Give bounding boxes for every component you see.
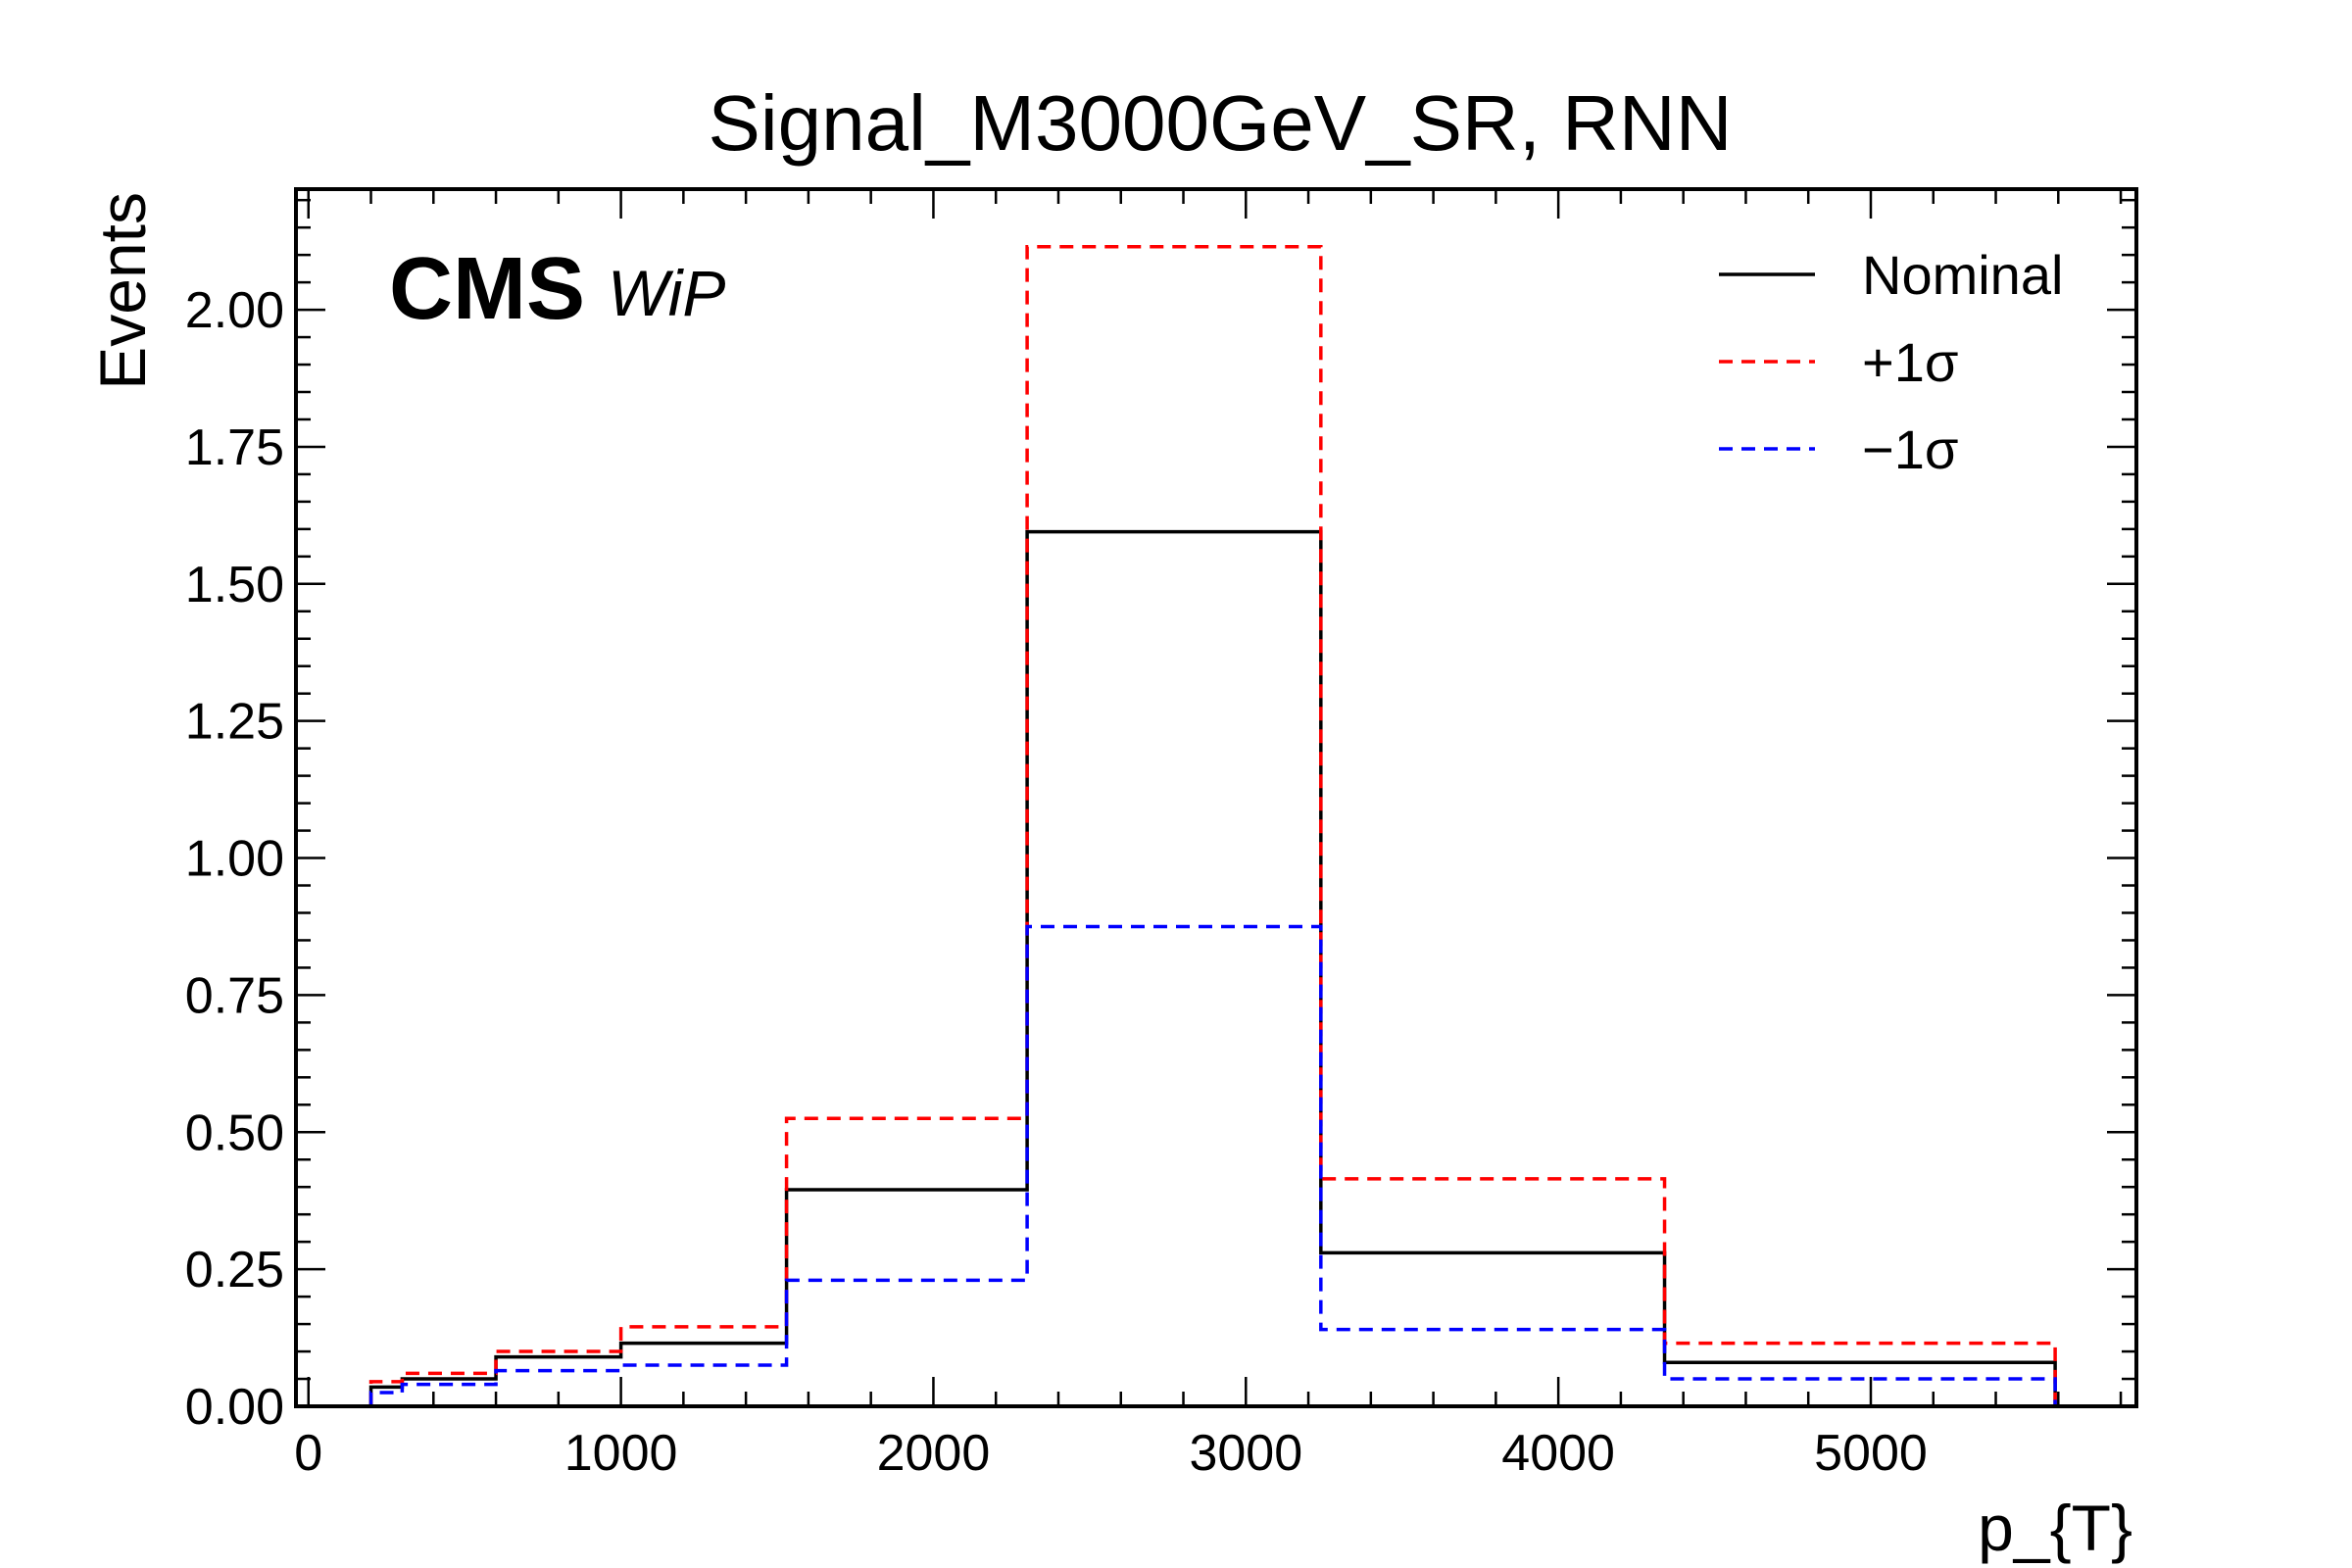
plot-frame: [294, 187, 2138, 1408]
x-axis: 0 1000 2000 3000 4000 5000: [294, 189, 2123, 1482]
y-tick-label: 1.25: [185, 694, 284, 751]
x-tick-label: 4000: [1501, 1425, 1615, 1482]
x-tick-label: 0: [294, 1425, 322, 1482]
chart-title: Signal_M3000GeV_SR, RNN: [709, 79, 1733, 167]
legend-label-nominal: Nominal: [1862, 244, 2063, 306]
y-tick-label: 0.25: [185, 1242, 284, 1298]
legend-label-minus-1sigma: −1σ: [1862, 418, 1958, 480]
legend-label-plus-1sigma: +1σ: [1862, 331, 1958, 393]
series-plus-1sigma-step: [368, 244, 2057, 1406]
y-tick-label: 0.75: [185, 967, 284, 1024]
y-tick-label: 2.00: [185, 282, 284, 339]
y-tick-label: 0.00: [185, 1379, 284, 1436]
plot-area: [368, 244, 2057, 1406]
y-axis-title: Events: [86, 192, 159, 390]
x-axis-title: p_{T}: [1978, 1492, 2132, 1564]
x-tick-label: 5000: [1814, 1425, 1928, 1482]
legend: Nominal +1σ −1σ: [1719, 244, 2063, 480]
series-minus-1sigma-step: [368, 924, 2057, 1406]
cms-wip-label: WiP: [608, 257, 725, 329]
x-tick-label: 3000: [1189, 1425, 1302, 1482]
y-tick-label: 1.50: [185, 557, 284, 613]
cms-experiment-label: CMS: [389, 240, 585, 338]
y-axis: 0.00 0.25 0.50 0.75 1.00 1.25 1.50 1.75 2.00: [185, 198, 2136, 1436]
y-tick-label: 1.00: [185, 831, 284, 888]
y-tick-label: 0.50: [185, 1104, 284, 1161]
y-tick-label: 1.75: [185, 419, 284, 476]
series-nominal-step: [368, 529, 2057, 1406]
cms-label: CMS WiP: [389, 240, 725, 338]
x-tick-label: 2000: [877, 1425, 991, 1482]
x-tick-label: 1000: [564, 1425, 678, 1482]
